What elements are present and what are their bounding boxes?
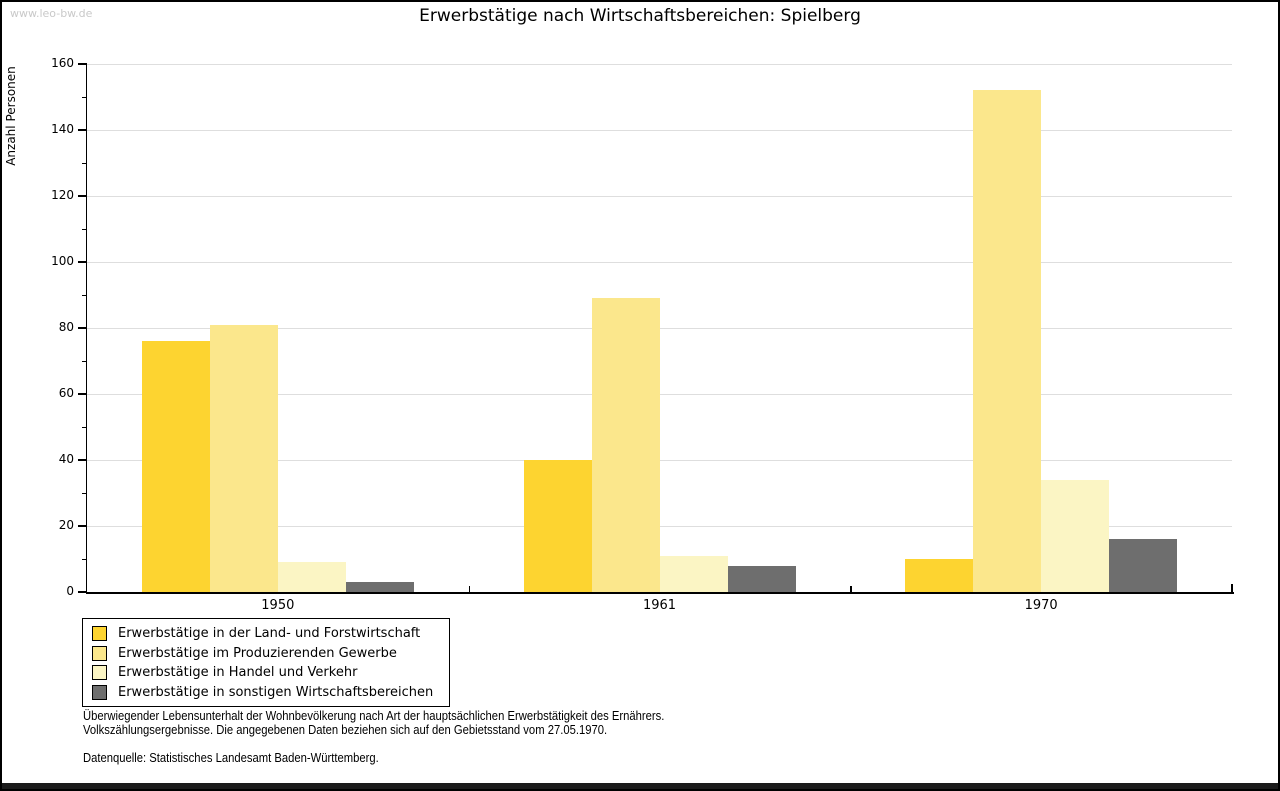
- y-axis-minor-tick: [82, 294, 87, 296]
- bar: [659, 555, 728, 592]
- bar: [591, 298, 660, 592]
- gridline: [87, 64, 1232, 65]
- legend-item: Erwerbstätige in sonstigen Wirtschaftsbe…: [83, 683, 449, 703]
- y-axis-major-tick: [78, 195, 87, 197]
- legend-swatch: [92, 684, 107, 700]
- y-axis-minor-tick: [82, 228, 87, 230]
- y-axis-minor-tick: [82, 492, 87, 494]
- bar: [141, 341, 210, 592]
- y-axis-tick-label: 80: [58, 320, 74, 334]
- bar: [727, 565, 796, 592]
- gridline: [87, 262, 1232, 263]
- bar: [973, 90, 1042, 592]
- bar: [209, 324, 278, 592]
- x-axis-tick-label: 1970: [1024, 598, 1058, 613]
- legend-label: Erwerbstätige im Produzierenden Gewerbe: [118, 645, 397, 661]
- bar: [345, 582, 414, 592]
- y-axis-major-tick: [78, 63, 87, 65]
- bottom-border-bar: [2, 783, 1278, 789]
- legend-item: Erwerbstätige in der Land- und Forstwirt…: [83, 624, 449, 644]
- x-axis-tick-label: 1961: [642, 598, 677, 613]
- chart-title: Erwerbstätige nach Wirtschaftsbereichen:…: [419, 6, 861, 26]
- y-axis-major-tick: [78, 591, 87, 593]
- y-axis-minor-tick: [82, 162, 87, 164]
- y-axis-tick-label: 160: [51, 56, 74, 70]
- note-line-1: Überwiegender Lebensunterhalt der Wohnbe…: [83, 709, 665, 723]
- bar: [277, 562, 346, 592]
- y-axis-label: Anzahl Personen: [4, 66, 18, 166]
- legend-item: Erwerbstätige in Handel und Verkehr: [83, 663, 449, 683]
- y-axis-minor-tick: [82, 360, 87, 362]
- legend-label: Erwerbstätige in Handel und Verkehr: [118, 665, 358, 681]
- y-axis-major-tick: [78, 393, 87, 395]
- y-axis-tick-label: 0: [66, 584, 74, 598]
- y-axis-minor-tick: [82, 558, 87, 560]
- legend: Erwerbstätige in der Land- und Forstwirt…: [82, 618, 450, 707]
- gridline: [87, 196, 1232, 197]
- y-axis-tick-label: 20: [58, 518, 74, 532]
- bar: [523, 460, 592, 592]
- y-axis-line: [85, 63, 87, 592]
- x-axis-tick-label: 1950: [261, 598, 295, 613]
- legend-swatch: [92, 645, 107, 661]
- note-line-2: Volkszählungsergebnisse. Die angegebenen…: [83, 723, 608, 737]
- y-axis-tick-label: 60: [58, 386, 74, 400]
- data-source: Datenquelle: Statistisches Landesamt Bad…: [83, 751, 379, 765]
- legend-label: Erwerbstätige in der Land- und Forstwirt…: [118, 626, 421, 642]
- legend-item: Erwerbstätige im Produzierenden Gewerbe: [83, 644, 449, 664]
- x-axis-boundary-tick: [468, 586, 471, 592]
- x-axis-line: [85, 592, 1234, 594]
- y-axis-minor-tick: [82, 426, 87, 428]
- bar: [905, 559, 974, 592]
- x-axis-end-tick: [1231, 584, 1233, 592]
- y-axis-tick-label: 100: [51, 254, 74, 268]
- y-axis-major-tick: [78, 261, 87, 263]
- site-watermark: www.leo-bw.de: [10, 7, 93, 20]
- gridline: [87, 526, 1232, 527]
- gridline: [87, 328, 1232, 329]
- y-axis-tick-label: 120: [51, 188, 74, 202]
- y-axis-major-tick: [78, 459, 87, 461]
- gridline: [87, 460, 1232, 461]
- bar: [1109, 539, 1178, 592]
- y-axis-minor-tick: [82, 96, 87, 98]
- legend-swatch: [92, 626, 107, 642]
- gridline: [87, 130, 1232, 131]
- y-axis-major-tick: [78, 327, 87, 329]
- legend-label: Erwerbstätige in sonstigen Wirtschaftsbe…: [118, 684, 434, 700]
- gridline: [87, 394, 1232, 395]
- x-axis-boundary-tick: [850, 586, 852, 592]
- y-axis-major-tick: [78, 525, 87, 527]
- legend-swatch: [92, 665, 107, 681]
- bar: [1041, 479, 1110, 592]
- y-axis-tick-label: 40: [58, 452, 74, 466]
- y-axis-major-tick: [78, 129, 87, 131]
- y-axis-tick-label: 140: [51, 122, 74, 136]
